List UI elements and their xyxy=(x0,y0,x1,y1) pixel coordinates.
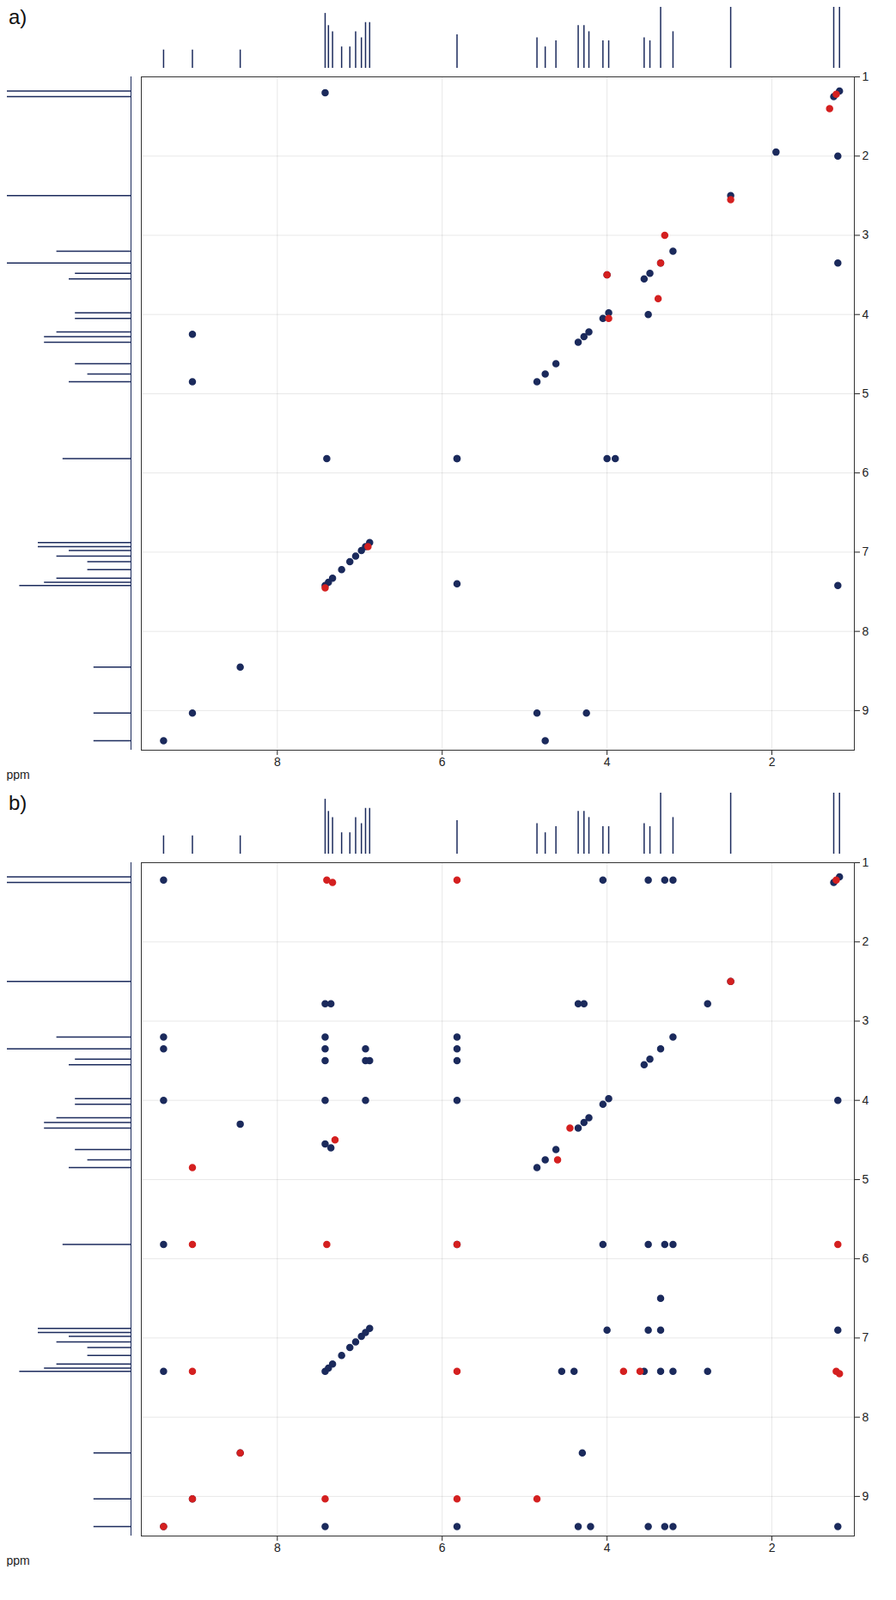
svg-text:1: 1 xyxy=(862,855,870,870)
svg-text:7: 7 xyxy=(862,544,870,559)
svg-text:4: 4 xyxy=(862,307,870,322)
svg-text:5: 5 xyxy=(862,386,870,401)
svg-text:6: 6 xyxy=(862,1251,870,1266)
svg-text:8: 8 xyxy=(274,1541,281,1555)
svg-text:8: 8 xyxy=(274,755,281,769)
svg-text:5: 5 xyxy=(862,1172,870,1187)
svg-text:1: 1 xyxy=(862,69,870,84)
svg-text:2: 2 xyxy=(768,1541,776,1555)
svg-text:3: 3 xyxy=(862,1013,870,1028)
svg-text:8: 8 xyxy=(862,1410,870,1425)
svg-text:2: 2 xyxy=(862,934,870,949)
svg-text:ppm: ppm xyxy=(6,1554,31,1568)
html-text:a): a) xyxy=(8,5,27,29)
svg-text:6: 6 xyxy=(438,1541,446,1555)
html-text:b): b) xyxy=(8,791,27,815)
svg-text:3: 3 xyxy=(862,227,870,242)
svg-text:4: 4 xyxy=(603,1541,611,1555)
svg-text:6: 6 xyxy=(438,755,446,769)
svg-text:6: 6 xyxy=(862,465,870,480)
svg-text:7: 7 xyxy=(862,1330,870,1345)
svg-text:2: 2 xyxy=(862,148,870,163)
svg-text:4: 4 xyxy=(862,1093,870,1108)
svg-text:9: 9 xyxy=(862,1489,870,1504)
svg-text:ppm: ppm xyxy=(6,768,31,782)
svg-text:2: 2 xyxy=(768,755,776,769)
svg-text:4: 4 xyxy=(603,755,611,769)
svg-text:8: 8 xyxy=(862,624,870,639)
svg-text:9: 9 xyxy=(862,703,870,718)
